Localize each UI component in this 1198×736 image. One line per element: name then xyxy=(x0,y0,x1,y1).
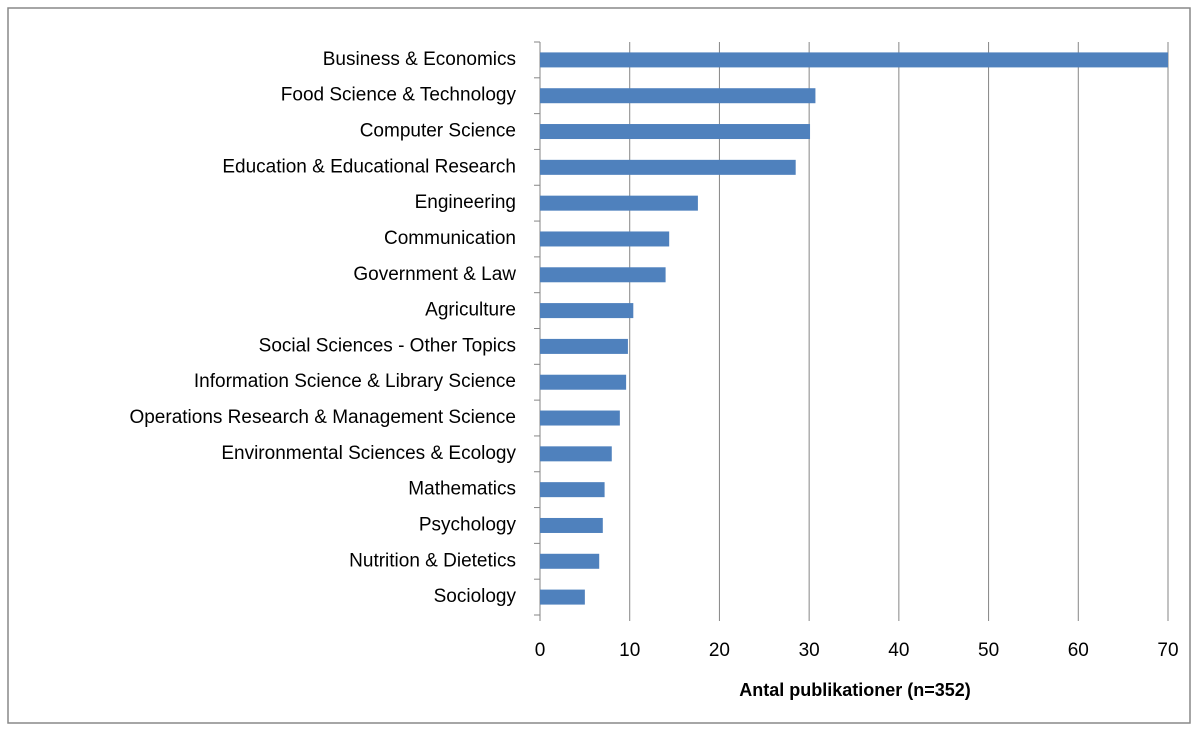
bar xyxy=(540,553,600,569)
y-tick-label: Computer Science xyxy=(360,121,516,142)
chart-border xyxy=(7,7,1191,724)
bar xyxy=(540,338,628,354)
y-tick-label: Nutrition & Dietetics xyxy=(349,550,516,571)
y-tick-label: Mathematics xyxy=(408,479,516,500)
x-tick-label: 60 xyxy=(1068,640,1089,661)
y-tick-label: Education & Educational Research xyxy=(222,156,516,177)
y-tick-label: Information Science & Library Science xyxy=(194,371,516,392)
bar xyxy=(540,589,585,605)
bar xyxy=(540,267,666,283)
bar xyxy=(540,52,1168,68)
y-tick-label: Food Science & Technology xyxy=(281,85,517,106)
bar xyxy=(540,517,603,533)
bar xyxy=(540,124,811,140)
bar xyxy=(540,303,634,319)
x-tick-label: 50 xyxy=(978,640,999,661)
y-tick-label: Business & Economics xyxy=(323,49,516,70)
bar xyxy=(540,159,796,175)
bar xyxy=(540,374,627,390)
x-tick-label: 70 xyxy=(1157,640,1178,661)
x-tick-label: 20 xyxy=(709,640,730,661)
x-tick-label: 40 xyxy=(888,640,909,661)
bar xyxy=(540,482,605,498)
y-tick-label: Psychology xyxy=(419,514,517,535)
bar xyxy=(540,410,620,426)
y-tick-label: Government & Law xyxy=(353,264,516,285)
y-tick-label: Sociology xyxy=(434,586,517,607)
x-tick-label: 10 xyxy=(619,640,640,661)
y-tick-label: Social Sciences - Other Topics xyxy=(259,335,516,356)
bar xyxy=(540,231,670,247)
y-tick-label: Engineering xyxy=(415,192,516,213)
x-tick-label: 0 xyxy=(535,640,546,661)
x-tick-label: 30 xyxy=(799,640,820,661)
bar xyxy=(540,195,698,211)
y-tick-label: Operations Research & Management Science xyxy=(129,407,516,428)
y-tick-label: Communication xyxy=(384,228,516,249)
y-tick-label: Agriculture xyxy=(425,300,516,321)
x-axis-title: Antal publikationer (n=352) xyxy=(739,680,971,700)
bar xyxy=(540,88,816,104)
bar xyxy=(540,446,612,462)
y-tick-label: Environmental Sciences & Ecology xyxy=(221,443,516,464)
